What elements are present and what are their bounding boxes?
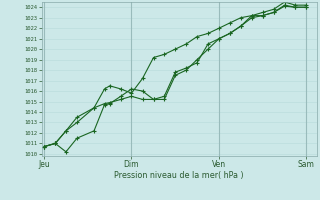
X-axis label: Pression niveau de la mer( hPa ): Pression niveau de la mer( hPa ) [114,171,244,180]
